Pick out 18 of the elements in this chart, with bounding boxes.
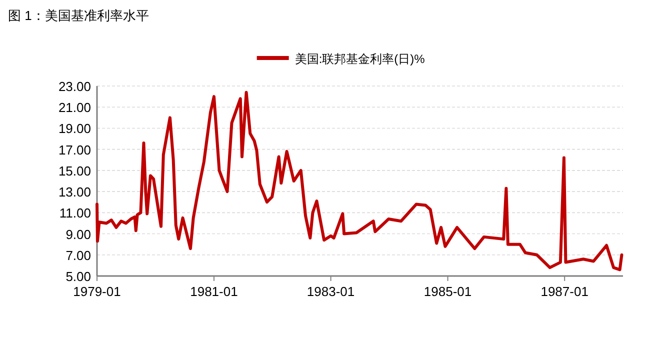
y-tick-label: 11.00 — [59, 206, 91, 221]
y-tick-label: 9.00 — [66, 226, 91, 242]
line-series — [96, 90, 624, 272]
y-tick-label: 23.00 — [58, 79, 91, 94]
y-tick-label: 21.00 — [58, 100, 91, 116]
y-tick-label: 13.00 — [58, 184, 91, 200]
y-tick-label: 5.00 — [66, 269, 91, 284]
chart-title: 图 1：美国基准利率水平 — [8, 8, 149, 23]
x-tick-label: 1987-01 — [540, 284, 588, 299]
y-tick-label: 19.00 — [58, 121, 91, 136]
y-tick-label: 17.00 — [58, 142, 91, 158]
y-tick-label: 15.00 — [58, 163, 91, 178]
x-tick-label: 1979-01 — [73, 284, 121, 299]
x-tick-label: 1981-01 — [190, 284, 238, 299]
y-tick-label: 7.00 — [66, 248, 91, 263]
x-tick-label: 1985-01 — [424, 284, 472, 299]
x-tick-label: 1983-01 — [306, 284, 355, 299]
legend-label: 美国:联邦基金利率(日)% — [294, 52, 426, 66]
